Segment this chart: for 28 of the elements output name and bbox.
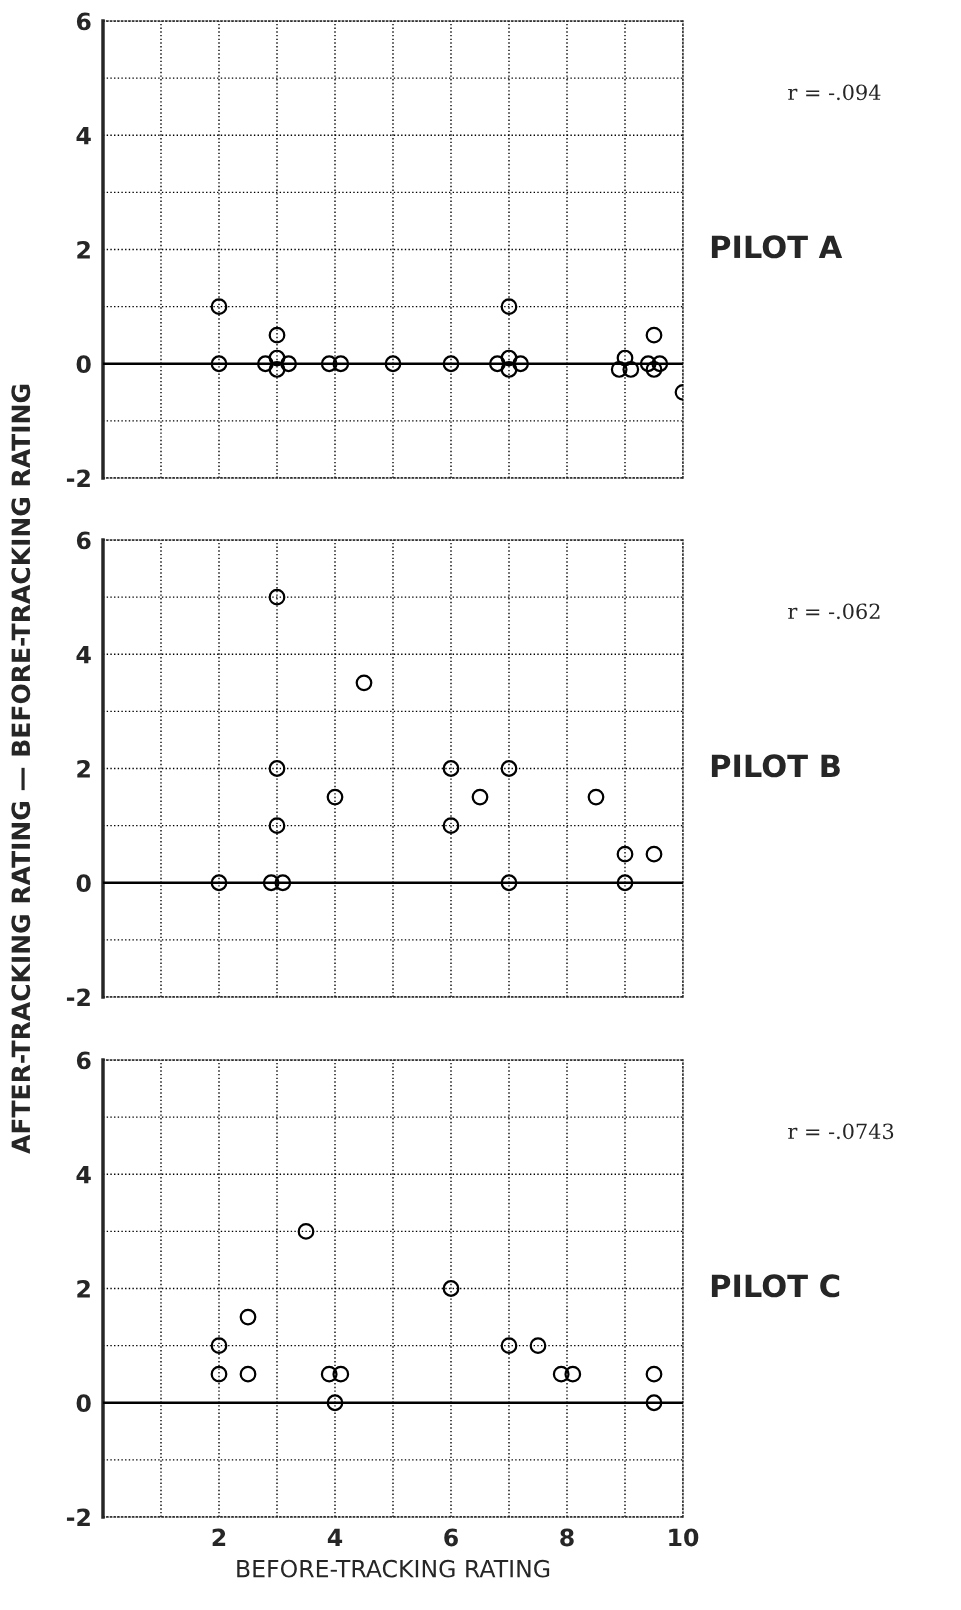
y-tick-label: 0	[76, 355, 91, 374]
y-tick-label: -2	[66, 988, 90, 1006]
text: r = -.094	[788, 84, 881, 101]
y-tick-label: 6	[76, 531, 91, 550]
y-tick-label: -2	[66, 1508, 90, 1526]
y-tick-label: 4	[76, 127, 91, 145]
y-tick-label: 0	[76, 1394, 91, 1413]
text: PILOT C	[711, 1274, 840, 1298]
y-tick-label: -2	[66, 469, 90, 487]
y-tick-label: 0	[76, 874, 91, 893]
y-tick-label: 4	[76, 646, 91, 664]
text: r = -.062	[788, 603, 880, 620]
x-tick-label: 6	[444, 1528, 458, 1547]
y-tick-label: 2	[77, 1279, 90, 1298]
y-tick-label: 6	[76, 12, 91, 31]
text: r = -.0743	[788, 1123, 894, 1140]
x-tick-label: 10	[669, 1528, 699, 1547]
y-tick-label: 2	[77, 759, 90, 778]
y-tick-label: 6	[76, 1051, 91, 1070]
text: PILOT B	[711, 754, 840, 778]
y-axis-title: AFTER-TRACKING RATING — BEFORE-TRACKING RATING	[11, 384, 31, 1154]
x-tick-label: 2	[212, 1528, 226, 1547]
text: PILOT A	[711, 235, 843, 259]
x-tick-label: 4	[327, 1528, 343, 1547]
y-tick-label: 4	[76, 1166, 91, 1184]
y-tick-label: 2	[77, 240, 90, 259]
x-axis-title: BEFORE-TRACKING RATING	[237, 1559, 550, 1578]
x-tick-label: 8	[560, 1528, 574, 1547]
